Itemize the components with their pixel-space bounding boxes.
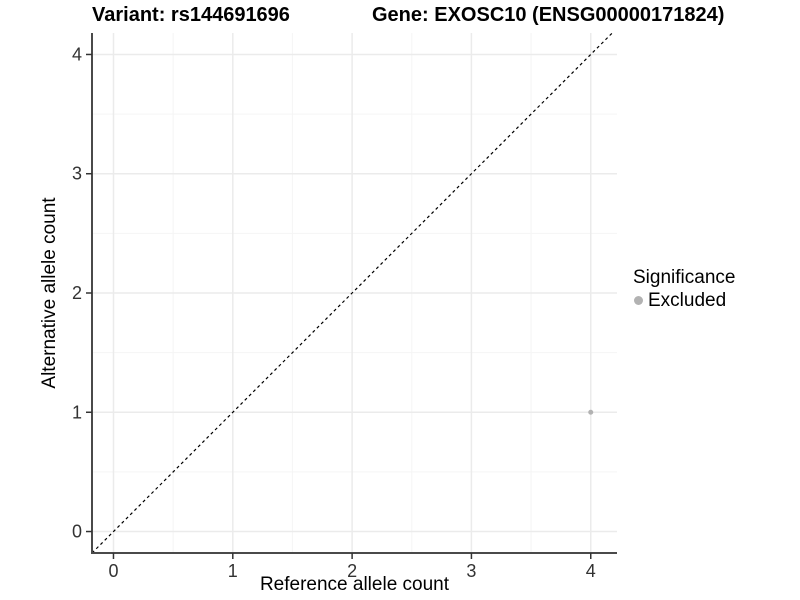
y-axis-title: Alternative allele count: [39, 197, 60, 389]
x-tick-label: 1: [228, 561, 238, 581]
legend-item-label: Excluded: [648, 290, 727, 311]
legend-item: Excluded: [633, 289, 735, 312]
x-tick-label: 0: [108, 561, 118, 581]
y-tick-label: 2: [72, 283, 82, 303]
y-tick-label: 1: [72, 402, 82, 422]
x-tick-label: 2: [347, 561, 357, 581]
data-point: [588, 409, 594, 415]
x-axis-title: Reference allele count: [259, 574, 450, 595]
x-tick-label: 3: [466, 561, 476, 581]
gene-title: Gene: EXOSC10 (ENSG00000171824): [372, 4, 725, 26]
x-tick-label: 4: [586, 561, 596, 581]
y-tick-label: 0: [72, 522, 82, 542]
y-tick-label: 4: [72, 44, 82, 64]
legend-title: Significance: [633, 267, 736, 288]
legend: Significance Excluded: [633, 266, 735, 312]
identity-line: [91, 32, 613, 554]
variant-title: Variant: rs144691696: [92, 4, 290, 26]
y-tick-label: 3: [72, 164, 82, 184]
legend-items: Excluded: [633, 289, 735, 312]
legend-key-dot-icon: [634, 296, 643, 305]
